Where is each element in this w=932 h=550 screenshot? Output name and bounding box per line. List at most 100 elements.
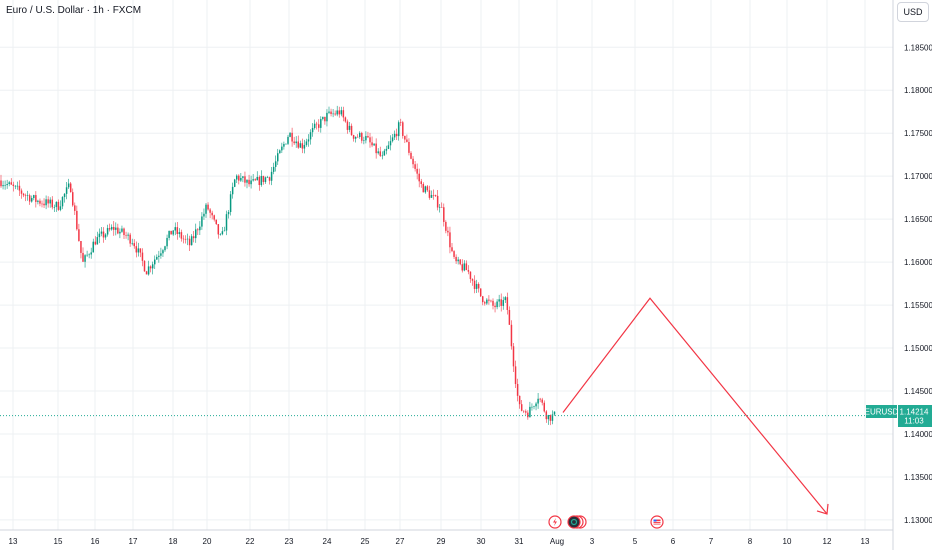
candle	[516, 378, 519, 402]
candle	[154, 255, 156, 269]
candle	[238, 174, 240, 185]
candle	[523, 410, 525, 414]
candle	[104, 233, 107, 240]
flash-icon[interactable]	[548, 515, 562, 529]
candle	[420, 178, 422, 188]
candle	[131, 238, 133, 246]
candle	[484, 300, 486, 306]
time-tick-label: 30	[477, 537, 486, 546]
candle	[502, 296, 504, 310]
candle	[457, 256, 459, 265]
candle	[256, 171, 258, 181]
candle	[125, 231, 127, 239]
price-tick-label: 1.14000	[904, 430, 932, 439]
candle	[102, 227, 105, 243]
symbol-title[interactable]: Euro / U.S. Dollar · 1h · FXCM	[6, 5, 142, 16]
candle	[135, 241, 138, 258]
candle	[250, 175, 252, 189]
candle	[190, 234, 193, 246]
candle	[434, 194, 437, 198]
candle	[283, 141, 285, 150]
time-tick-label: 10	[783, 537, 792, 546]
candle	[199, 221, 201, 236]
candle	[203, 208, 205, 220]
candle	[192, 230, 195, 243]
candle	[531, 403, 533, 411]
candle	[0, 174, 2, 188]
candle	[231, 182, 234, 199]
candle	[541, 397, 543, 406]
candle	[88, 253, 90, 259]
candle	[393, 130, 396, 141]
candle	[110, 224, 113, 231]
time-axis[interactable]: 13 15 16 17 18 20 22 23 24 25 27 29 30 31 Aug 3 5 6 7 8 10 12…	[9, 537, 870, 546]
candle	[371, 136, 373, 148]
candle	[100, 226, 103, 237]
time-tick-label: 15	[54, 537, 63, 546]
candle	[441, 202, 443, 208]
candle	[402, 120, 404, 139]
candle	[322, 116, 324, 121]
flag-icon[interactable]	[650, 515, 664, 529]
candle	[467, 265, 470, 275]
candle	[539, 397, 541, 403]
time-tick-label: 23	[285, 537, 294, 546]
candle	[535, 401, 537, 411]
candle	[387, 141, 390, 150]
candle	[430, 190, 433, 198]
candle	[375, 138, 377, 159]
time-tick-label: 31	[515, 537, 524, 546]
candle	[160, 247, 162, 259]
last-price-tag: EURUSD 1.14214 11:03	[865, 405, 932, 427]
candle	[113, 221, 115, 236]
candle	[279, 149, 281, 154]
price-tick-label: 1.18500	[904, 43, 932, 52]
candle	[223, 226, 226, 232]
price-tick-label: 1.13000	[904, 516, 932, 525]
candle	[383, 148, 386, 156]
candle	[350, 123, 353, 136]
candle	[149, 265, 152, 273]
symbol-label-bg	[866, 405, 897, 418]
candle	[168, 230, 170, 241]
candle	[94, 236, 97, 246]
candle	[217, 223, 220, 239]
candle	[39, 198, 41, 207]
currency-button[interactable]: USD	[897, 2, 929, 22]
candle	[494, 302, 496, 313]
time-tick-label: 17	[129, 537, 138, 546]
candle	[356, 134, 359, 138]
candle	[65, 181, 68, 200]
candle	[313, 119, 316, 130]
price-label-bg	[898, 405, 932, 427]
candle	[508, 306, 511, 325]
candle	[164, 245, 166, 252]
candle	[133, 239, 135, 249]
price-axis[interactable]: 1.18500 1.18000 1.17500 1.17000 1.16500 1.160…	[904, 43, 932, 525]
candle	[96, 231, 99, 245]
price-tick-label: 1.14500	[904, 387, 932, 396]
candle	[482, 295, 484, 306]
candle	[197, 227, 199, 236]
time-tick-label: 3	[590, 537, 595, 546]
time-tick-label: 22	[246, 537, 255, 546]
projection-arrow-path[interactable]	[562, 297, 828, 515]
candle	[49, 197, 51, 208]
candle	[166, 234, 168, 250]
economic-event-icon[interactable]	[567, 515, 587, 529]
candle	[129, 232, 131, 247]
candle	[438, 204, 441, 213]
candle	[258, 175, 261, 191]
candle	[141, 248, 144, 267]
candle	[266, 175, 269, 178]
candle	[219, 233, 222, 236]
candle	[490, 299, 492, 303]
price-tick-label: 1.17500	[904, 129, 932, 138]
candle	[545, 410, 548, 423]
candle	[221, 227, 224, 236]
candle	[443, 203, 445, 227]
candle	[449, 226, 451, 254]
candle	[74, 202, 76, 216]
candle	[500, 293, 502, 312]
